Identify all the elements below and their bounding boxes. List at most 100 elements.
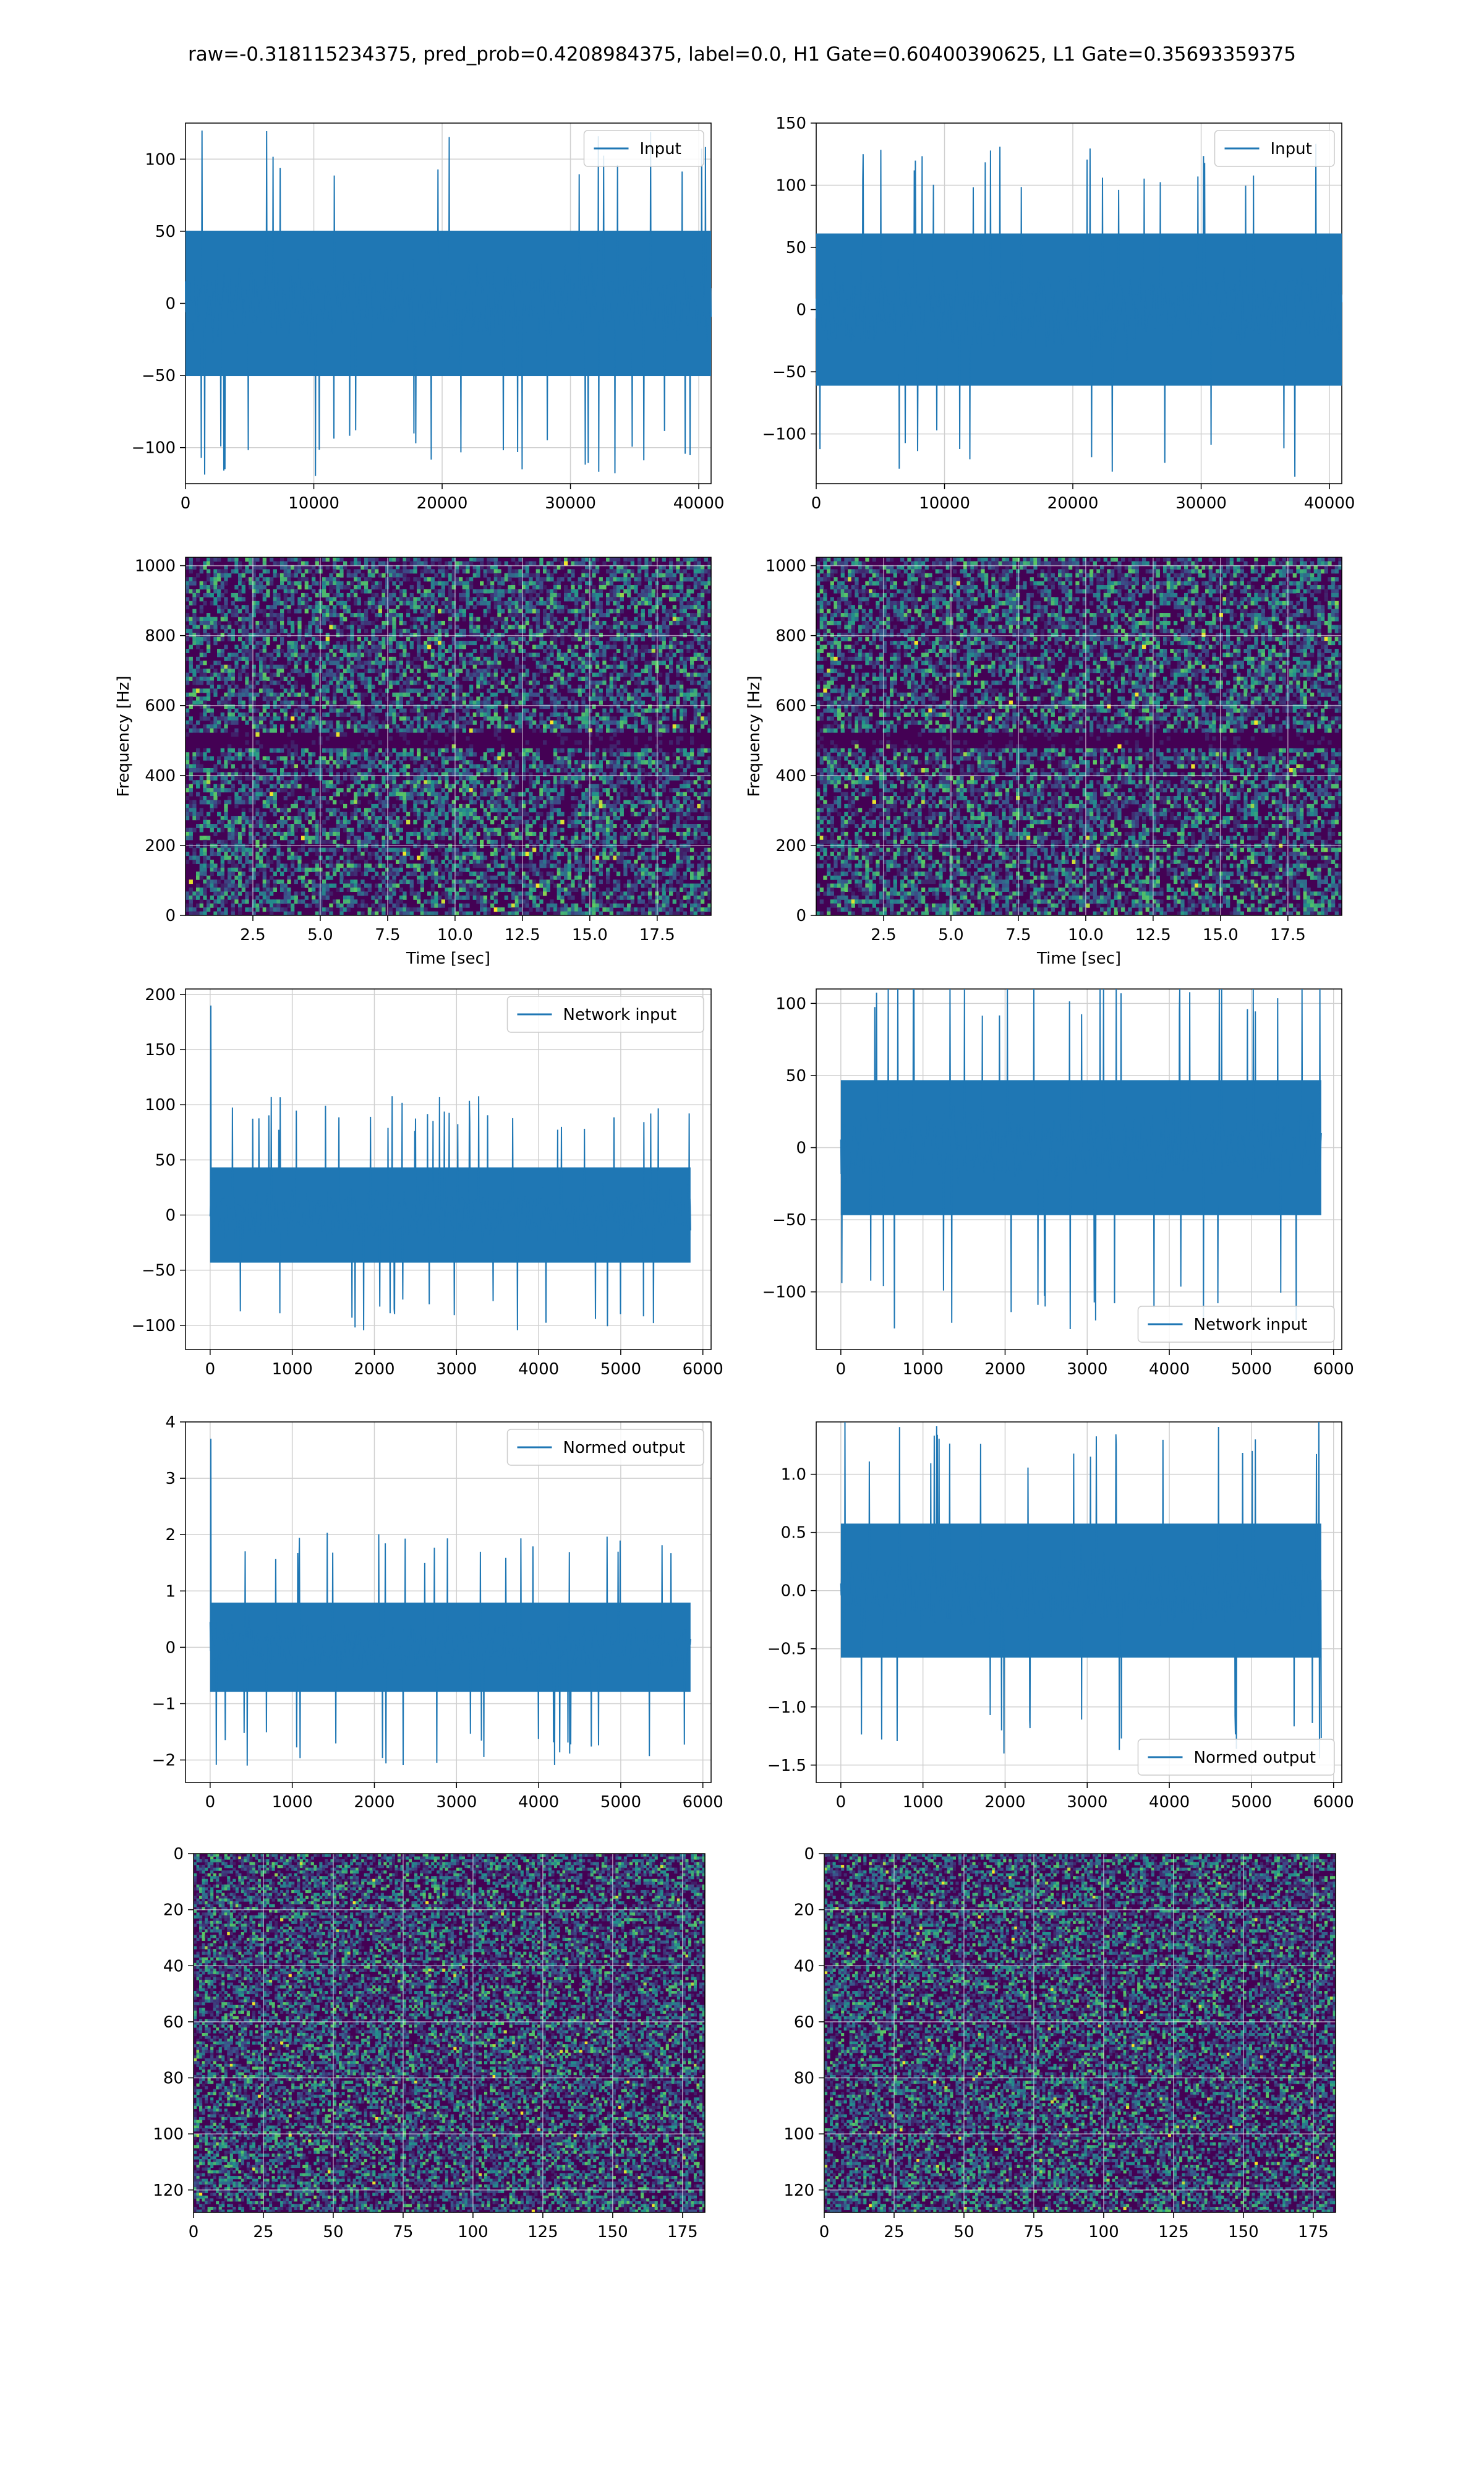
y-tick-label: 0 [165,295,176,314]
heatmap-cell [550,641,554,646]
heatmap-cell [441,708,445,713]
heatmap-cell [606,613,610,618]
heatmap-cell [262,728,267,733]
heatmap-cell [532,780,537,785]
heatmap-cell [189,617,193,622]
heatmap-cell [550,768,554,773]
heatmap-cell [483,680,487,685]
heatmap-cell [683,593,687,597]
heatmap-cell [602,644,607,649]
heatmap-cell [701,748,705,753]
heatmap-cell [430,748,435,753]
heatmap-cell [592,672,596,677]
heatmap-cell [434,728,438,733]
heatmap-cell [680,684,684,689]
heatmap-cell [487,716,491,721]
heatmap-cell [304,653,309,657]
heatmap-cell [270,708,274,713]
heatmap-cell [262,792,267,797]
heatmap-cell [371,620,375,625]
heatmap-cell [707,569,712,574]
heatmap-cell [266,653,270,657]
heatmap-cell [210,617,214,622]
heatmap-cell [630,648,634,653]
heatmap-cell [497,780,501,785]
heatmap-cell [455,672,459,677]
heatmap-cell [270,760,274,765]
heatmap-cell [252,792,256,797]
heatmap-cell [360,680,365,685]
heatmap-cell [367,664,372,669]
heatmap-cell [417,601,421,606]
heatmap-cell [578,628,582,633]
heatmap-cell [644,628,649,633]
heatmap-cell [504,696,508,701]
heatmap-cell [543,613,547,618]
heatmap-cell [644,589,649,594]
heatmap-cell [417,664,421,669]
heatmap-cell [357,692,361,697]
heatmap-cell [511,648,516,653]
heatmap-cell [294,664,298,669]
heatmap-cell [413,664,417,669]
heatmap-cell [388,644,393,649]
heatmap-cell [420,585,424,590]
heatmap-cell [697,605,701,610]
heatmap-cell [192,620,197,625]
heatmap-cell [399,788,403,793]
heatmap-cell [413,784,417,789]
heatmap-cell [382,661,386,666]
heatmap-cell [701,636,705,641]
heatmap-cell [487,609,491,614]
heatmap-cell [382,620,386,625]
heatmap-cell [357,788,361,793]
heatmap-cell [686,577,691,582]
heatmap-cell [192,756,197,761]
heatmap-cell [315,609,319,614]
heatmap-cell [448,728,453,733]
heatmap-cell [525,672,529,677]
heatmap-cell [399,760,403,765]
heatmap-cell [665,772,670,777]
heatmap-cell [543,664,547,669]
heatmap-cell [704,664,708,669]
heatmap-cell [371,684,375,689]
heatmap-cell [508,577,512,582]
heatmap-cell [469,672,474,677]
heatmap-cell [638,573,642,578]
heatmap-cell [262,776,267,781]
heatmap-cell [553,633,558,638]
heatmap-cell [350,613,354,618]
heatmap-cell [438,696,442,701]
heatmap-cell [553,784,558,789]
heatmap-cell [430,593,435,597]
heatmap-cell [697,720,701,725]
x-tick-label: 40000 [673,494,725,513]
heatmap-cell [483,756,487,761]
heatmap-cell [707,756,712,761]
heatmap-cell [704,628,708,633]
heatmap-cell [665,752,670,757]
heatmap-cell [287,653,291,657]
heatmap-cell [427,628,432,633]
heatmap-cell [466,565,470,570]
heatmap-cell [360,664,365,669]
heatmap-cell [262,661,267,666]
heatmap-cell [301,772,305,777]
heatmap-cell [199,605,203,610]
heatmap-cell [592,788,596,793]
heatmap-cell [329,597,333,602]
heatmap-cell [189,656,193,661]
heatmap-cell [553,780,558,785]
heatmap-cell [493,684,498,689]
heatmap-cell [196,625,200,630]
heatmap-cell [203,653,207,657]
heatmap-cell [560,776,565,781]
heatmap-cell [189,776,193,781]
heatmap-cell [511,617,516,622]
heatmap-cell [287,692,291,697]
heatmap-cell [644,772,649,777]
heatmap-cell [571,748,575,753]
heatmap-cell [595,672,600,677]
heatmap-cell [441,644,445,649]
